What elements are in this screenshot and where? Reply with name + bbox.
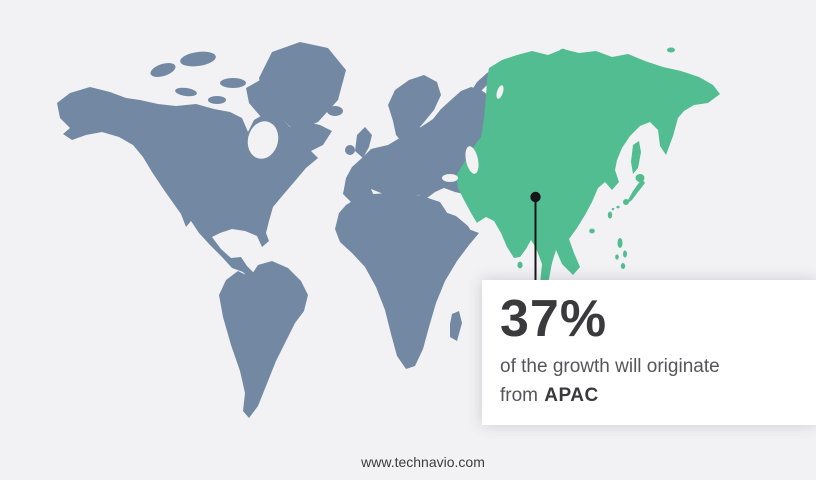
siberian-arctic-islands	[545, 47, 675, 73]
scandinavia-shape	[388, 75, 441, 143]
black-sea-cutout	[442, 174, 458, 182]
hainan-shape	[589, 228, 595, 234]
stat-description: of the growth will originate from APAC	[500, 353, 806, 411]
region-other-continents	[57, 42, 501, 418]
sri-lanka-shape	[517, 261, 523, 269]
stat-callout-card: 37% of the growth will originate from APA…	[482, 280, 816, 425]
ireland-shape	[345, 145, 355, 155]
region-apac	[456, 47, 720, 293]
region-name: APAC	[544, 384, 599, 406]
greenland-shape	[259, 42, 346, 131]
map-marker-dot	[530, 191, 541, 203]
asia-mainland-shape	[456, 49, 720, 293]
iceland-shape	[327, 106, 343, 116]
europe-shape	[343, 87, 488, 216]
africa-shape	[335, 192, 479, 369]
philippines-islands	[615, 238, 627, 269]
sakhalin-shape	[631, 141, 641, 174]
caspian-sea-cutout	[465, 146, 479, 174]
stat-value: 37%	[500, 290, 608, 348]
south-america-shape	[219, 261, 308, 418]
ob-gulf-cutout	[496, 85, 504, 99]
japan-islands	[611, 174, 645, 211]
britain-shape	[355, 127, 372, 158]
taiwan-shape	[607, 211, 613, 219]
madagascar-shape	[450, 311, 462, 341]
sea-lake-cutouts	[247, 85, 504, 238]
footer-url: www.technavio.com	[361, 454, 485, 470]
persian-gulf-cutout	[475, 219, 494, 238]
honshu-shape	[628, 179, 645, 203]
arabia-shape	[434, 210, 474, 244]
stat-description-line1: of the growth will originate	[500, 356, 720, 378]
stat-description-from: from	[500, 384, 538, 406]
hudson-bay-cutout	[247, 121, 279, 159]
